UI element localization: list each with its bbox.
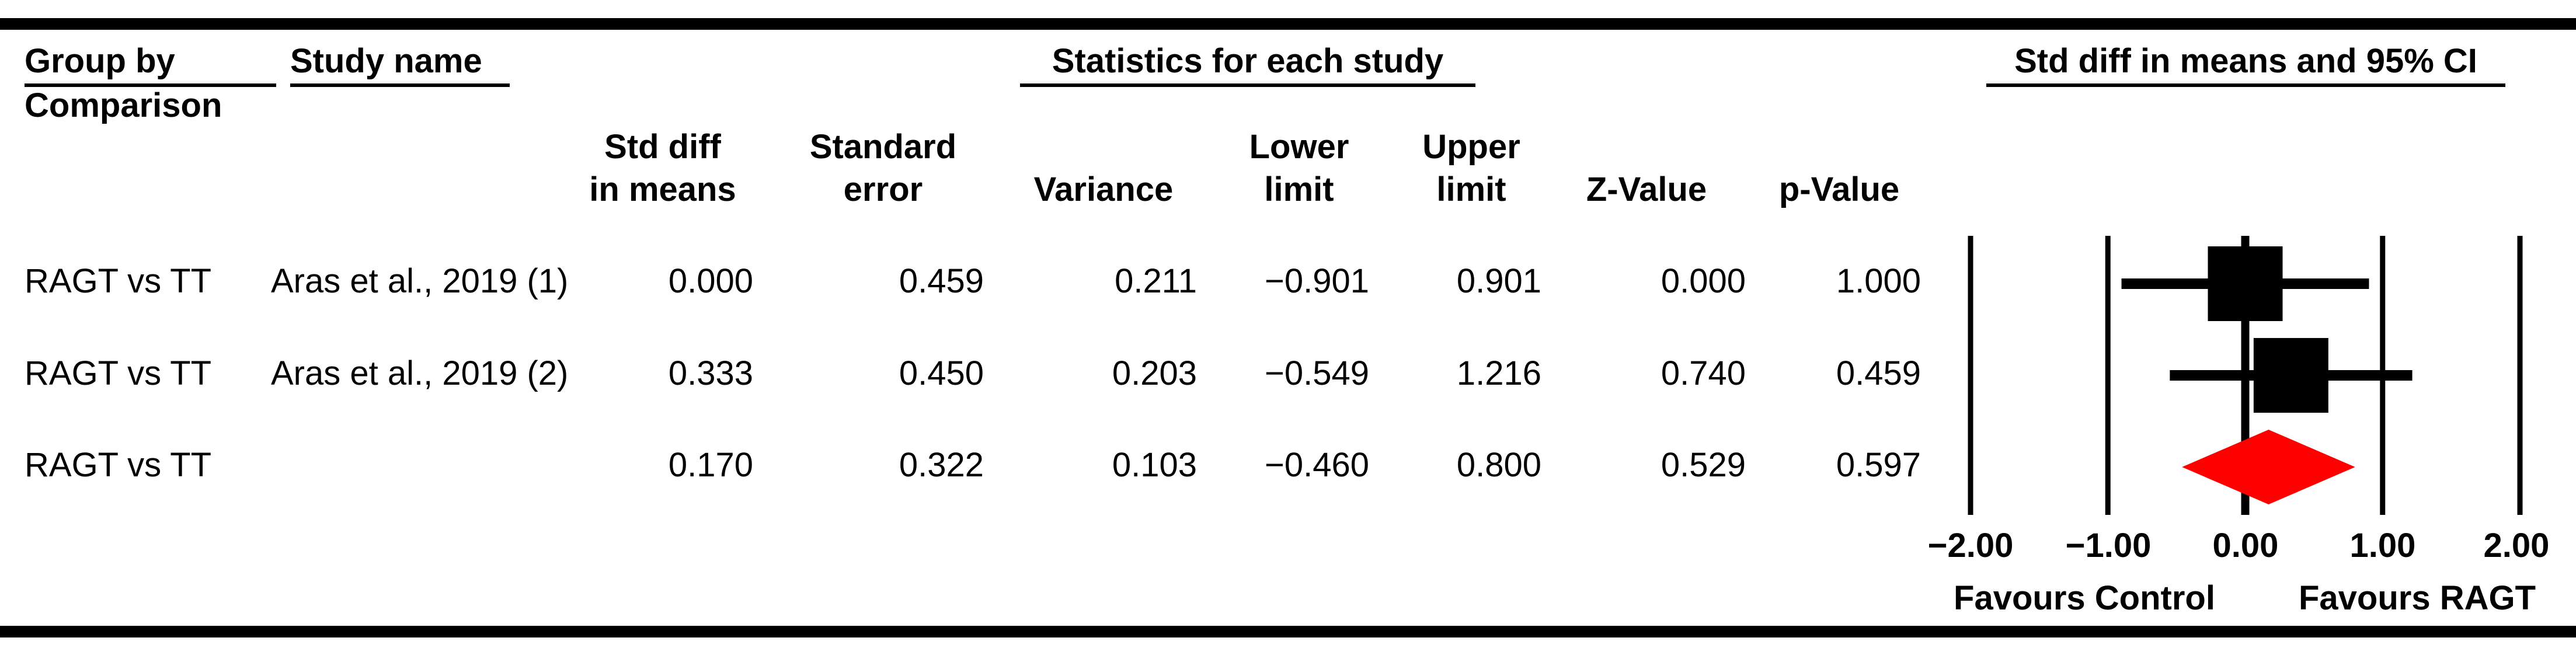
col-header-variance: Variance (1010, 126, 1197, 211)
plot-section-underline (1986, 83, 2505, 87)
col-header-z-value: Z-Value (1547, 126, 1746, 211)
col-header-standard-error: Standard error (782, 126, 984, 211)
cell-study: Aras et al., 2019 (2) (271, 354, 569, 392)
study-name-underline (290, 83, 510, 87)
cell-upper: 0.901 (1456, 262, 1541, 300)
col-header-line: limit (1264, 170, 1334, 208)
cell-std-diff: 0.170 (668, 446, 753, 484)
stats-section-title: Statistics for each study (1052, 42, 1444, 80)
cell-study: Aras et al., 2019 (1) (271, 262, 569, 300)
col-header-upper-limit: Upper limit (1401, 126, 1541, 211)
cell-p-value: 1.000 (1836, 262, 1921, 300)
col-header-line: p-Value (1778, 170, 1900, 208)
cell-z-value: 0.529 (1661, 446, 1746, 484)
cell-std-diff: 0.000 (668, 262, 753, 300)
col-header-line: Std diff (604, 128, 721, 166)
cell-variance: 0.211 (1115, 262, 1197, 300)
col-header-line: in means (589, 170, 736, 208)
cell-std-err: 0.450 (899, 354, 984, 392)
cell-std-err: 0.459 (899, 262, 984, 300)
cell-z-value: 0.000 (1661, 262, 1746, 300)
cell-upper: 1.216 (1456, 354, 1541, 392)
axis-tick-label: 1.00 (2349, 527, 2416, 565)
cell-group: RAGT vs TT (25, 354, 212, 392)
axis-tick-label: 0.00 (2212, 527, 2279, 565)
cell-group: RAGT vs TT (25, 446, 212, 484)
cell-z-value: 0.740 (1661, 354, 1746, 392)
cell-p-value: 0.597 (1836, 446, 1921, 484)
cell-upper: 0.800 (1456, 446, 1541, 484)
cell-std-diff: 0.333 (668, 354, 753, 392)
bottom-rule (0, 626, 2576, 637)
study-name-header: Study name (290, 42, 482, 80)
cell-group: RAGT vs TT (25, 262, 212, 300)
col-header-line: Standard (809, 128, 957, 166)
favours-right-label: Favours RAGT (2298, 579, 2536, 617)
col-header-p-value: p-Value (1757, 126, 1921, 211)
comparison-header: Comparison (25, 86, 222, 124)
cell-variance: 0.203 (1112, 354, 1197, 392)
axis-tick-label: −2.00 (1927, 527, 2014, 565)
col-header-line: Upper (1422, 128, 1520, 166)
col-header-std-diff: Std diff in means (572, 126, 753, 211)
axis-tick-label: −1.00 (2065, 527, 2152, 565)
cell-lower: −0.549 (1264, 354, 1369, 392)
table-row-summary: RAGT vs TT 0.170 0.322 0.103 −0.460 0.80… (0, 447, 2576, 483)
favours-left-label: Favours Control (1954, 579, 2215, 617)
table-row: RAGT vs TT Aras et al., 2019 (2) 0.333 0… (0, 356, 2576, 392)
cell-lower: −0.901 (1264, 262, 1369, 300)
col-header-line: error (843, 170, 923, 208)
col-header-line: Z-Value (1586, 170, 1707, 208)
col-header-line: Lower (1249, 128, 1349, 166)
group-by-header: Group by (25, 42, 175, 80)
cell-p-value: 0.459 (1836, 354, 1921, 392)
cell-variance: 0.103 (1112, 446, 1197, 484)
col-header-line: limit (1436, 170, 1506, 208)
col-header-line: Variance (1033, 170, 1174, 208)
col-header-lower-limit: Lower limit (1229, 126, 1369, 211)
axis-tick-label: 2.00 (2483, 527, 2550, 565)
plot-section-title: Std diff in means and 95% CI (2014, 42, 2477, 80)
table-row: RAGT vs TT Aras et al., 2019 (1) 0.000 0… (0, 263, 2576, 299)
cell-lower: −0.460 (1264, 446, 1369, 484)
stats-section-underline (1020, 83, 1475, 87)
group-by-underline (25, 83, 276, 87)
top-rule (0, 18, 2576, 30)
cell-std-err: 0.322 (899, 446, 984, 484)
